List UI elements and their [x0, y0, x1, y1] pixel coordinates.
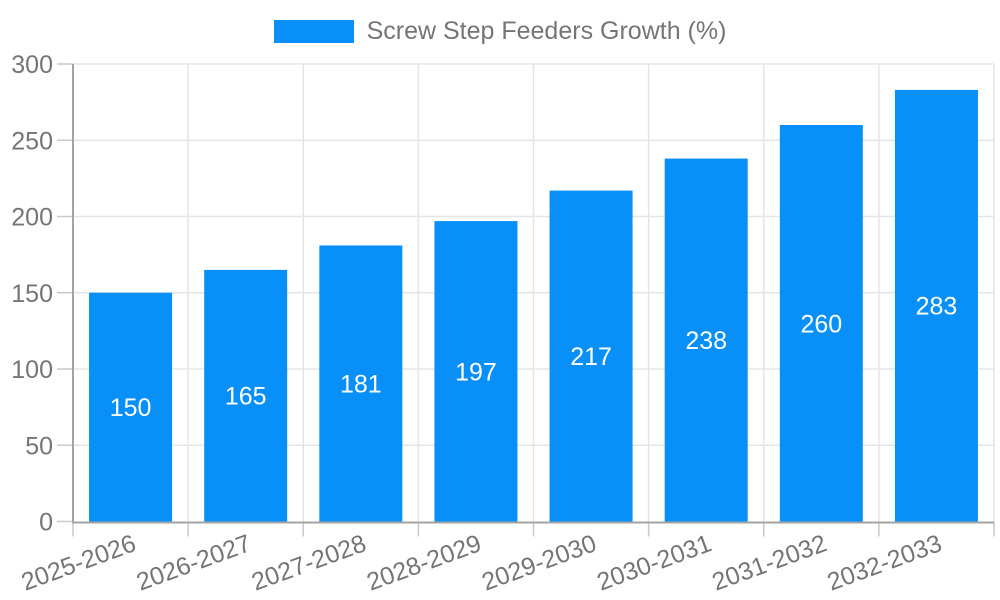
bar[interactable]	[319, 245, 403, 522]
x-tick-label: 2032-2033	[824, 529, 946, 596]
y-tick-label: 0	[39, 509, 53, 537]
x-tick-label: 2030-2031	[593, 529, 715, 596]
bar-value-label: 150	[110, 394, 152, 422]
y-tick-label: 100	[11, 356, 53, 384]
bar-value-label: 165	[225, 383, 267, 411]
bar[interactable]	[89, 292, 173, 522]
x-tick-label: 2031-2032	[708, 529, 830, 596]
bar-value-label: 283	[916, 293, 958, 321]
y-tick-label: 50	[25, 432, 53, 460]
bar[interactable]	[894, 89, 978, 522]
bar[interactable]	[549, 190, 633, 522]
bar-value-label: 238	[685, 327, 727, 355]
legend[interactable]: Screw Step Feeders Growth (%)	[0, 17, 1000, 45]
y-tick-label: 200	[11, 204, 53, 232]
bar-value-label: 217	[570, 343, 612, 371]
x-tick-label: 2028-2029	[363, 529, 485, 596]
x-tick-label: 2027-2028	[248, 529, 370, 596]
bar[interactable]	[204, 269, 288, 522]
x-tick-label: 2025-2026	[18, 529, 140, 596]
bar-value-label: 260	[800, 310, 842, 338]
y-tick-label: 250	[11, 127, 53, 155]
bar[interactable]	[779, 125, 863, 522]
bar[interactable]	[664, 158, 748, 522]
bar-value-label: 197	[455, 358, 497, 386]
y-tick-label: 150	[11, 280, 53, 308]
x-tick-label: 2026-2027	[133, 529, 255, 596]
legend-label: Screw Step Feeders Growth (%)	[366, 17, 727, 45]
legend-swatch	[273, 19, 354, 43]
x-tick-label: 2029-2030	[478, 529, 600, 596]
bar-value-label: 181	[340, 370, 382, 398]
y-tick-label: 300	[11, 51, 53, 79]
bar[interactable]	[434, 221, 518, 522]
